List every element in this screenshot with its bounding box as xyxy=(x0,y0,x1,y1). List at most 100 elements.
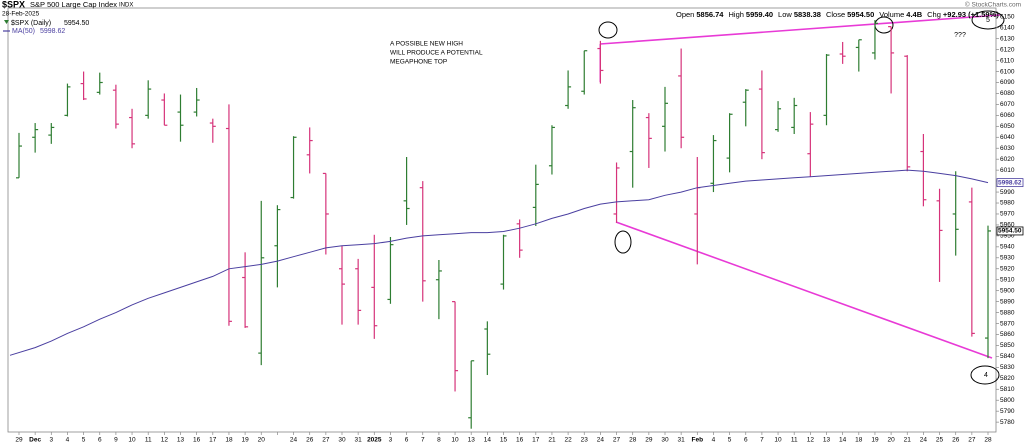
quote-value: 5959.40 xyxy=(746,10,773,19)
x-tick-label: 25 xyxy=(936,437,944,444)
quote-value: 5954.50 xyxy=(847,10,874,19)
y-tick-label: 6150 xyxy=(1000,13,1015,20)
x-tick-label: 13 xyxy=(468,437,476,444)
y-tick-label: 5780 xyxy=(1000,419,1015,426)
x-tick-label: 30 xyxy=(338,437,346,444)
x-tick-label: 14 xyxy=(839,437,847,444)
y-tick-label: 6090 xyxy=(1000,79,1015,86)
legend-price: $SPX (Daily) xyxy=(11,20,51,27)
y-tick-label: 5830 xyxy=(1000,364,1015,371)
y-tick-label: 5900 xyxy=(1000,287,1015,294)
x-tick-label: 5 xyxy=(728,437,732,444)
plot-frame xyxy=(7,7,997,433)
y-tick-label: 6010 xyxy=(1000,167,1015,174)
x-tick-label: 6 xyxy=(98,437,102,444)
x-tick-label: 17 xyxy=(209,437,217,444)
x-tick-label: 20 xyxy=(258,437,266,444)
y-tick-label: 5950 xyxy=(1000,233,1015,240)
x-tick-label: 24 xyxy=(290,437,298,444)
ticker: $SPX xyxy=(2,0,25,9)
x-tick-label: 27 xyxy=(613,437,621,444)
x-tick-label: 28 xyxy=(984,437,992,444)
x-tick-label: Dec xyxy=(29,437,41,444)
y-tick-label: 5960 xyxy=(1000,222,1015,229)
trendline-bottom xyxy=(615,221,993,359)
price-last-box xyxy=(996,226,1024,236)
x-tick-label: 3 xyxy=(389,437,393,444)
x-tick-label: 26 xyxy=(952,437,960,444)
circle xyxy=(970,365,1000,385)
y-tick-label: 5840 xyxy=(1000,353,1015,360)
note: A POSSIBLE NEW HIGH xyxy=(390,41,463,48)
y-tick-label: 5870 xyxy=(1000,320,1015,327)
x-tick-label: 8 xyxy=(437,437,441,444)
x-tick-label: 18 xyxy=(225,437,233,444)
x-tick-label: 3 xyxy=(49,437,53,444)
note: WILL PRODUCE A POTENTIAL xyxy=(390,50,483,57)
quote-value: 4.4B xyxy=(906,10,922,19)
x-tick-label: 18 xyxy=(855,437,863,444)
x-tick-label: 10 xyxy=(128,437,136,444)
y-tick-label: 5790 xyxy=(1000,408,1015,415)
y-tick-label: 5990 xyxy=(1000,189,1015,196)
quote-label: Open xyxy=(676,10,694,19)
y-tick-label: 6030 xyxy=(1000,145,1015,152)
trendline-top xyxy=(599,14,1001,45)
y-tick-label: 6140 xyxy=(1000,24,1015,31)
x-tick-label: 28 xyxy=(629,437,637,444)
question: ??? xyxy=(954,32,966,39)
x-tick-label: 30 xyxy=(661,437,669,444)
circle xyxy=(598,21,618,39)
x-tick-label: 31 xyxy=(678,437,686,444)
wave-label: 5 xyxy=(986,17,990,24)
y-tick-label: 5860 xyxy=(1000,331,1015,338)
y-tick-label: 5850 xyxy=(1000,342,1015,349)
x-tick-label: 6 xyxy=(405,437,409,444)
y-tick-label: 5980 xyxy=(1000,200,1015,207)
y-tick-label: 6020 xyxy=(1000,156,1015,163)
x-tick-label: 6 xyxy=(744,437,748,444)
x-tick-label: 13 xyxy=(177,437,185,444)
x-tick-label: 24 xyxy=(597,437,605,444)
y-tick-label: 5940 xyxy=(1000,244,1015,251)
quote-label: Volume xyxy=(879,10,904,19)
x-tick-label: 10 xyxy=(774,437,782,444)
y-tick-label: 5910 xyxy=(1000,276,1015,283)
y-tick-label: 6040 xyxy=(1000,134,1015,141)
y-tick-label: 6050 xyxy=(1000,123,1015,130)
x-tick-label: Feb xyxy=(692,437,704,444)
y-tick-label: 5890 xyxy=(1000,298,1015,305)
x-tick-label: 4 xyxy=(712,437,716,444)
x-tick-label: 7 xyxy=(760,437,764,444)
x-tick-label: 9 xyxy=(114,437,118,444)
header: $SPX S&P 500 Large Cap Index INDX 28-Feb… xyxy=(2,0,1021,35)
legend-ma: MA(50) xyxy=(12,28,35,35)
x-tick-label: 22 xyxy=(564,437,572,444)
quote-value: +92.93 (+1.59%) xyxy=(943,10,999,19)
x-tick-label: 21 xyxy=(548,437,556,444)
date: 28-Feb-2025 xyxy=(2,11,40,18)
circle xyxy=(874,16,894,34)
legend-ma-value: 5998.62 xyxy=(40,28,65,35)
x-tick-label: 27 xyxy=(968,437,976,444)
y-tick-label: 5800 xyxy=(1000,397,1015,404)
x-tick-label: 29 xyxy=(15,437,23,444)
exchange: INDX xyxy=(119,3,133,9)
x-tick-label: 7 xyxy=(421,437,425,444)
quote-label: High xyxy=(728,10,743,19)
x-tick-label: 17 xyxy=(532,437,540,444)
y-tick-label: 5930 xyxy=(1000,255,1015,262)
x-tick-label: 19 xyxy=(241,437,249,444)
y-tick-label: 5810 xyxy=(1000,386,1015,393)
x-tick-label: 27 xyxy=(322,437,330,444)
credit: © StockCharts.com xyxy=(965,1,1021,9)
x-tick-label: 5 xyxy=(82,437,86,444)
ma-line xyxy=(9,169,989,356)
x-tick-label: 4 xyxy=(66,437,70,444)
y-tick-label: 6130 xyxy=(1000,35,1015,42)
wave-label: 4 xyxy=(984,372,988,379)
y-tick-label: 5920 xyxy=(1000,265,1015,272)
x-tick-label: 11 xyxy=(791,437,798,444)
quote-value: 5838.38 xyxy=(794,10,821,19)
x-tick-label: 26 xyxy=(306,437,314,444)
